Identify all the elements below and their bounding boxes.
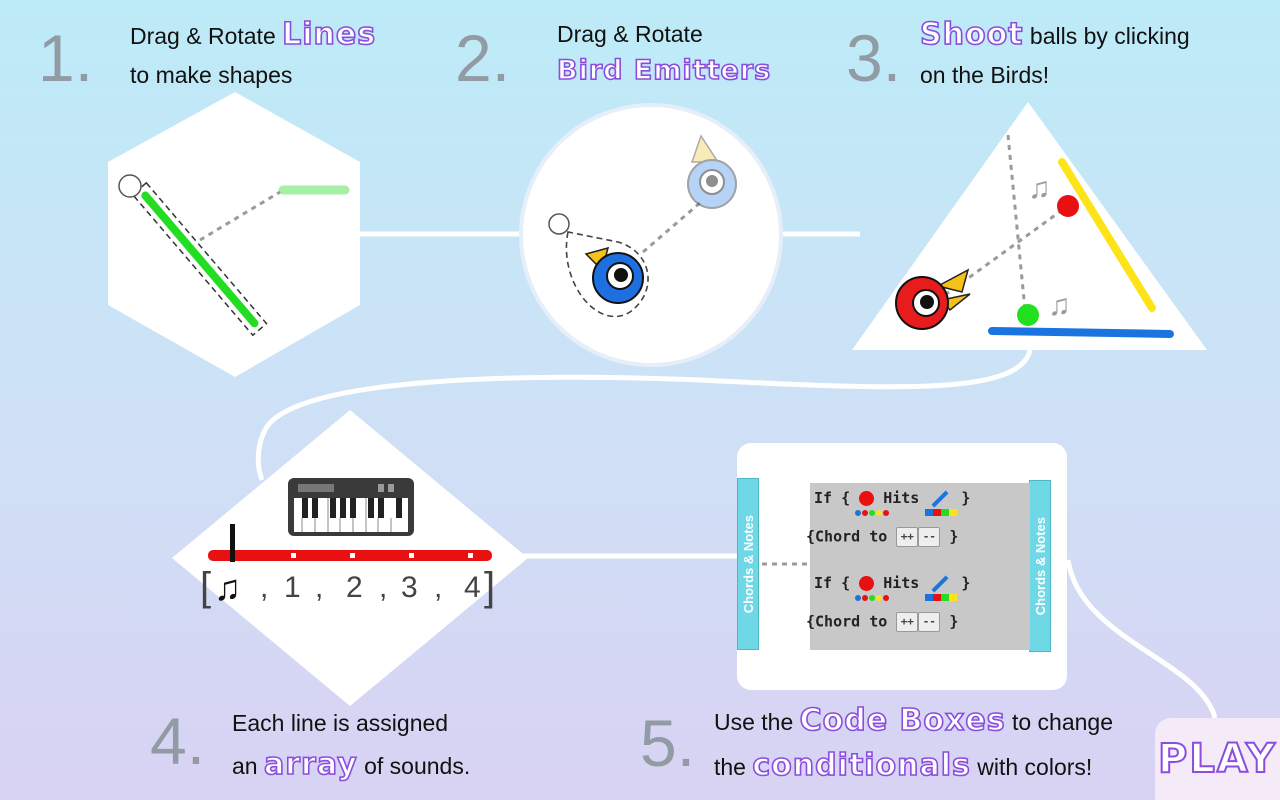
- if-condition: If { Hits }: [814, 574, 970, 592]
- step-3-number: 3.: [846, 21, 902, 95]
- step-5-text2-end: with colors!: [970, 754, 1093, 780]
- array-open-bracket: [: [200, 565, 212, 609]
- hits-word: Hits: [883, 574, 920, 592]
- line-color-icon[interactable]: [931, 490, 949, 507]
- step-4-text-end: of sounds.: [357, 753, 471, 779]
- lines-word: Lines: [281, 16, 377, 53]
- chords-notes-tab-right[interactable]: Chords & Notes: [1029, 480, 1051, 652]
- array-word: array: [263, 746, 358, 783]
- hexagon-lines-demo[interactable]: [105, 90, 365, 380]
- step-5-text-end: to change: [1005, 709, 1114, 735]
- yellow-line[interactable]: [1058, 158, 1156, 312]
- chord-text: {Chord to: [806, 612, 888, 631]
- piano-icon: [288, 478, 414, 536]
- step-5-text2: the: [714, 754, 753, 780]
- step-4-number: 4.: [150, 704, 206, 778]
- chord-action: {Chord to ++ -- }: [806, 612, 958, 632]
- step-5-number: 5.: [640, 706, 696, 780]
- if-word: If {: [814, 489, 851, 507]
- step-5-line1: Use the Code Boxes to change: [714, 700, 1113, 743]
- code-boxes-word: Code Boxes: [799, 702, 1006, 739]
- array-sep: ,: [260, 571, 269, 604]
- close-brace: }: [961, 489, 971, 507]
- step-3-text: balls by clicking: [1023, 23, 1190, 49]
- chord-increment-button[interactable]: ++: [896, 612, 919, 632]
- array-close-bracket: ]: [484, 565, 496, 609]
- tab-label: Chords & Notes: [740, 514, 756, 614]
- play-label: PLAY: [1157, 735, 1277, 783]
- color-swatches[interactable]: [855, 508, 975, 518]
- array-sep: ,: [315, 571, 324, 604]
- array-item-3: 3: [401, 571, 418, 604]
- color-swatches[interactable]: [855, 593, 975, 603]
- step-2-line2: Bird Emitters: [556, 50, 772, 92]
- code-box-1[interactable]: If { Hits } {Chord to ++ -- }: [806, 483, 1030, 568]
- ball-color-icon[interactable]: [859, 576, 875, 591]
- step-4-line2: an array of sounds.: [232, 744, 470, 787]
- bird-emitter-icon[interactable]: [584, 246, 644, 304]
- triangle-shoot-demo[interactable]: ♫ ♫: [850, 100, 1210, 352]
- array-item-1: 1: [284, 571, 301, 604]
- tab-label: Chords & Notes: [1032, 516, 1048, 616]
- step-1-text: Drag & Rotate: [130, 23, 283, 49]
- chord-decrement-button[interactable]: --: [918, 527, 941, 547]
- step-3-line2: on the Birds!: [920, 62, 1050, 88]
- emitter-rotate-handle[interactable]: [548, 213, 570, 235]
- step-1-line1: Drag & Rotate Lines: [130, 14, 376, 57]
- music-note-icon: ♫: [1028, 172, 1051, 205]
- green-ball: [1017, 304, 1039, 326]
- step-5-line2: the conditionals with colors!: [714, 745, 1092, 788]
- shoot-word: Shoot: [919, 16, 1024, 53]
- chords-notes-tab-left[interactable]: Chords & Notes: [737, 478, 759, 650]
- chord-action: {Chord to ++ -- }: [806, 527, 958, 547]
- playhead-marker[interactable]: [230, 524, 235, 562]
- ghost-bird-icon: [687, 134, 737, 209]
- sound-array-slider[interactable]: [205, 520, 497, 565]
- rotate-handle[interactable]: [118, 174, 142, 198]
- music-note-icon: ♫: [214, 567, 241, 608]
- if-word: If {: [814, 574, 851, 592]
- play-button[interactable]: PLAY: [1155, 718, 1280, 800]
- step-1-line2: to make shapes: [130, 62, 293, 88]
- line-color-icon[interactable]: [931, 575, 949, 592]
- array-sep: ,: [434, 571, 443, 604]
- red-ball: [1057, 195, 1079, 217]
- red-bird-icon[interactable]: [895, 268, 971, 330]
- bird-emitters-word: Bird Emitters: [556, 54, 772, 87]
- circle-emitter-demo[interactable]: [518, 102, 784, 368]
- step-1-number: 1.: [38, 21, 94, 95]
- step-2-number: 2.: [455, 21, 511, 95]
- array-item-4: 4: [464, 571, 481, 604]
- code-box-2[interactable]: If { Hits } {Chord to ++ -- }: [806, 566, 1030, 650]
- array-item-2: 2: [346, 571, 363, 604]
- step-5-text: Use the: [714, 709, 800, 735]
- chord-increment-button[interactable]: ++: [896, 527, 919, 547]
- close-brace: }: [949, 527, 959, 546]
- hits-word: Hits: [883, 489, 920, 507]
- sound-array: [ ♫ , 1 , 2 , 3 , 4 ]: [200, 565, 500, 615]
- chord-text: {Chord to: [806, 527, 888, 546]
- selected-line[interactable]: [131, 181, 268, 337]
- close-brace: }: [961, 574, 971, 592]
- step-2-line1: Drag & Rotate: [557, 21, 703, 47]
- if-condition: If { Hits }: [814, 489, 970, 507]
- ball-color-icon[interactable]: [859, 491, 875, 506]
- music-note-icon: ♫: [1048, 289, 1071, 322]
- chord-decrement-button[interactable]: --: [918, 612, 941, 632]
- conditionals-word: conditionals: [752, 747, 971, 784]
- step-4-text: an: [232, 753, 264, 779]
- close-brace: }: [949, 612, 959, 631]
- array-sep: ,: [379, 571, 388, 604]
- step-3-line1: Shoot balls by clicking: [919, 14, 1190, 57]
- code-box-demo: Chords & Notes Chords & Notes If { Hits …: [737, 443, 1067, 690]
- blue-line[interactable]: [988, 327, 1174, 338]
- step-4-line1: Each line is assigned: [232, 710, 449, 736]
